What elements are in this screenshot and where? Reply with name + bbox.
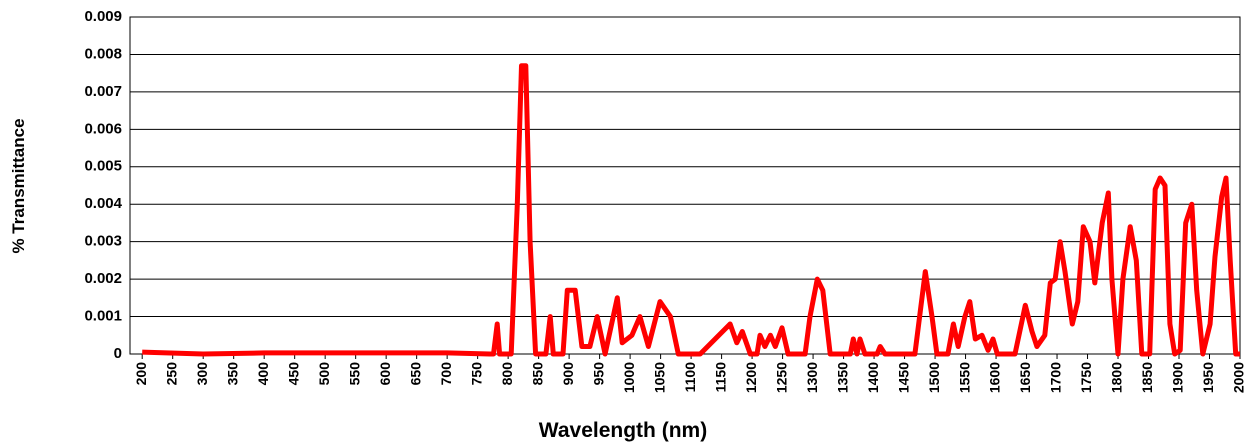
y-tick-label: 0.007 bbox=[84, 83, 122, 100]
y-tick-label: 0 bbox=[114, 345, 122, 362]
x-axis-title: Wavelength (nm) bbox=[539, 419, 707, 442]
x-tick-label: 1150 bbox=[712, 362, 728, 393]
plot-frame bbox=[129, 16, 1241, 355]
x-tick-label: 300 bbox=[194, 362, 210, 386]
data-line bbox=[142, 63, 1240, 357]
x-tick-label: 1650 bbox=[1017, 362, 1033, 393]
y-tick-label: 0.003 bbox=[84, 233, 122, 250]
y-tick-label: 0.006 bbox=[84, 120, 122, 137]
x-tick-label: 1450 bbox=[895, 362, 911, 393]
x-tick-label: 1350 bbox=[834, 362, 850, 393]
x-tick-label: 350 bbox=[224, 362, 240, 386]
x-tick-label: 1600 bbox=[987, 362, 1003, 393]
y-tick-label: 0.004 bbox=[84, 195, 122, 212]
x-tick-label: 1500 bbox=[926, 362, 942, 393]
x-tick-label: 200 bbox=[133, 362, 149, 386]
y-tick-label: 0.009 bbox=[84, 8, 122, 25]
x-tick-label: 1950 bbox=[1200, 362, 1216, 393]
x-tick-label: 1800 bbox=[1109, 362, 1125, 393]
x-tick-label: 800 bbox=[499, 362, 515, 386]
x-tick-label: 1300 bbox=[804, 362, 820, 393]
y-axis-title: % Transmittance bbox=[9, 118, 28, 253]
x-tick-label: 450 bbox=[285, 362, 301, 386]
x-tick-label: 1000 bbox=[621, 362, 637, 393]
x-tick-label: 950 bbox=[590, 362, 606, 386]
x-tick-label: 750 bbox=[468, 362, 484, 386]
x-tick-label: 1850 bbox=[1139, 362, 1155, 393]
x-tick-label: 2000 bbox=[1231, 362, 1246, 393]
y-tick-label: 0.005 bbox=[84, 158, 122, 175]
x-tick-label: 1200 bbox=[743, 362, 759, 393]
x-tick-label: 1750 bbox=[1078, 362, 1094, 393]
x-tick-label: 1900 bbox=[1170, 362, 1186, 393]
x-tick-label: 1050 bbox=[651, 362, 667, 393]
x-tick-label: 1250 bbox=[773, 362, 789, 393]
y-tick-label: 0.002 bbox=[84, 270, 122, 287]
x-tick-label: 250 bbox=[163, 362, 179, 386]
x-tick-label: 500 bbox=[316, 362, 332, 386]
x-tick-label: 850 bbox=[529, 362, 545, 386]
y-tick-label: 0.008 bbox=[84, 45, 122, 62]
x-tick-label: 1100 bbox=[682, 362, 698, 393]
x-tick-label: 1700 bbox=[1048, 362, 1064, 393]
x-tick-label: 1550 bbox=[956, 362, 972, 393]
x-tick-label: 550 bbox=[346, 362, 362, 386]
x-tick-label: 900 bbox=[560, 362, 576, 386]
x-tick-label: 650 bbox=[407, 362, 423, 386]
x-tick-label: 1400 bbox=[865, 362, 881, 393]
x-tick-label: 600 bbox=[377, 362, 393, 386]
x-tick-label: 700 bbox=[438, 362, 454, 386]
y-tick-label: 0.001 bbox=[84, 308, 122, 325]
x-tick-label: 400 bbox=[255, 362, 271, 386]
